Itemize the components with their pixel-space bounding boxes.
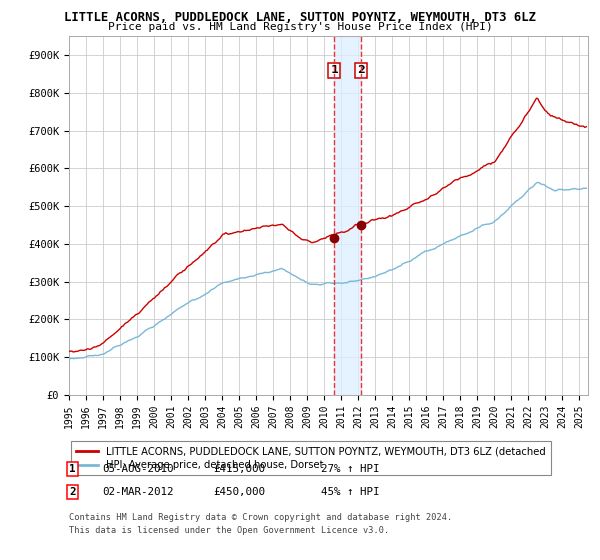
Text: 1: 1	[330, 66, 338, 76]
Text: 2: 2	[69, 487, 76, 497]
Text: 05-AUG-2010: 05-AUG-2010	[102, 464, 173, 474]
Bar	[334, 36, 361, 395]
Text: 1: 1	[69, 464, 76, 474]
Text: Price paid vs. HM Land Registry's House Price Index (HPI): Price paid vs. HM Land Registry's House …	[107, 22, 493, 32]
Text: £450,000: £450,000	[213, 487, 265, 497]
Text: 27% ↑ HPI: 27% ↑ HPI	[321, 464, 380, 474]
Text: 45% ↑ HPI: 45% ↑ HPI	[321, 487, 380, 497]
Legend: LITTLE ACORNS, PUDDLEDOCK LANE, SUTTON POYNTZ, WEYMOUTH, DT3 6LZ (detached, HPI:: LITTLE ACORNS, PUDDLEDOCK LANE, SUTTON P…	[71, 441, 551, 475]
Text: LITTLE ACORNS, PUDDLEDOCK LANE, SUTTON POYNTZ, WEYMOUTH, DT3 6LZ: LITTLE ACORNS, PUDDLEDOCK LANE, SUTTON P…	[64, 11, 536, 24]
Text: £415,000: £415,000	[213, 464, 265, 474]
Text: 02-MAR-2012: 02-MAR-2012	[102, 487, 173, 497]
Text: 2: 2	[357, 66, 365, 76]
Text: This data is licensed under the Open Government Licence v3.0.: This data is licensed under the Open Gov…	[69, 526, 389, 535]
Text: Contains HM Land Registry data © Crown copyright and database right 2024.: Contains HM Land Registry data © Crown c…	[69, 514, 452, 522]
